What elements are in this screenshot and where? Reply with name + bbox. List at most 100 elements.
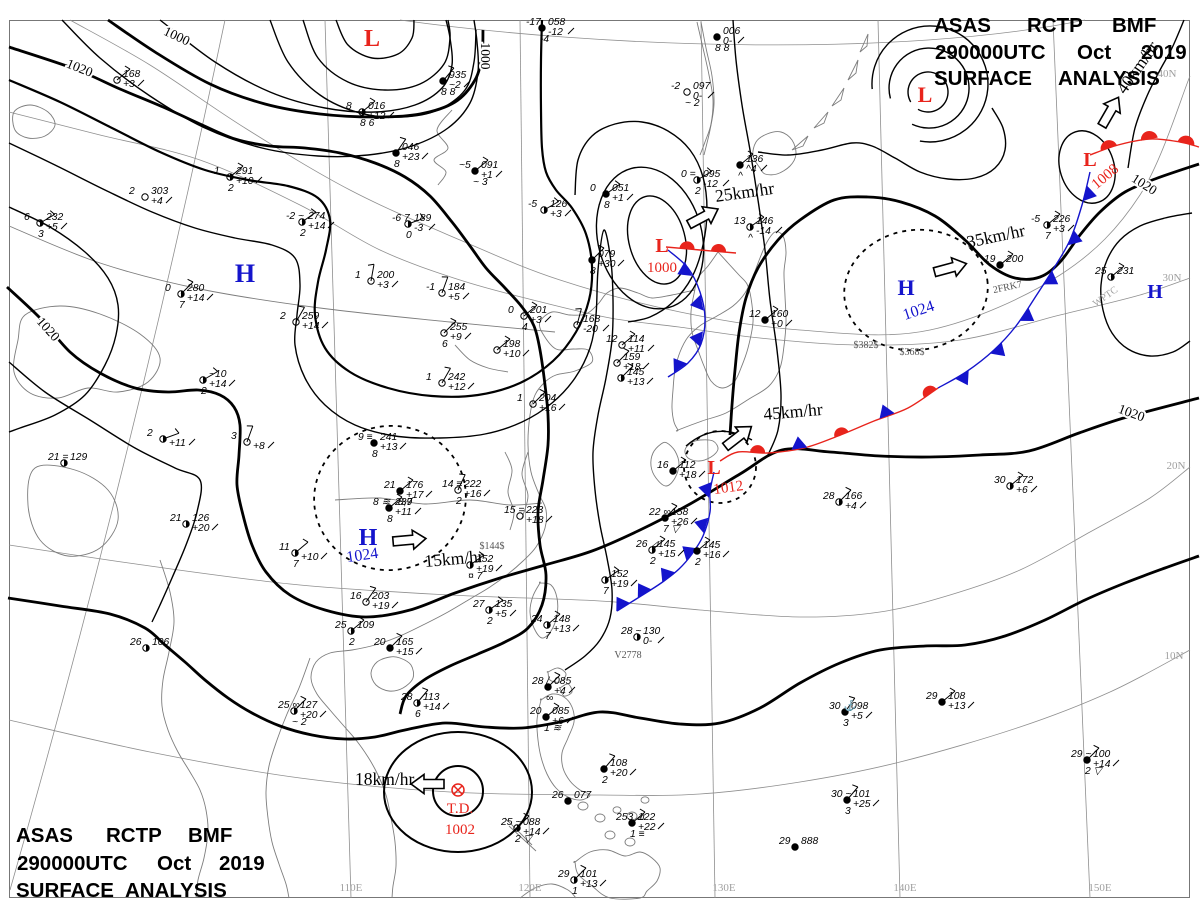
svg-text:+16: +16 [539, 403, 557, 414]
svg-text:+14: +14 [209, 379, 227, 390]
svg-text:0-: 0- [693, 91, 703, 102]
svg-text:20: 20 [529, 706, 542, 717]
svg-text:28 ~: 28 ~ [620, 626, 641, 637]
svg-text:+14: +14 [308, 221, 326, 232]
svg-text:166: 166 [845, 491, 862, 502]
svg-text:2: 2 [694, 557, 701, 568]
svg-text:1: 1 [214, 166, 220, 177]
svg-text:$368$: $368$ [900, 347, 925, 358]
svg-text:129: 129 [70, 452, 87, 463]
svg-text:14 ≡: 14 ≡ [442, 479, 462, 490]
svg-text:8: 8 [590, 266, 596, 277]
svg-text:0-: 0- [643, 636, 653, 647]
svg-text:+12: +12 [368, 111, 386, 122]
svg-text:18km/hr: 18km/hr [355, 769, 414, 789]
svg-text:+16: +16 [464, 489, 482, 500]
svg-text:-17: -17 [526, 17, 542, 28]
svg-text:280: 280 [186, 283, 204, 294]
svg-text:+25: +25 [853, 799, 871, 810]
svg-text:8,7: 8,7 [398, 497, 414, 508]
svg-text:303: 303 [151, 186, 168, 197]
svg-text:21: 21 [383, 480, 395, 491]
svg-text:1000: 1000 [647, 260, 677, 276]
svg-text:21: 21 [169, 513, 181, 524]
svg-text:+4: +4 [151, 196, 163, 207]
svg-text:189: 189 [414, 213, 431, 224]
svg-text:L: L [655, 235, 668, 257]
svg-text:-14: -14 [756, 226, 771, 237]
svg-text:3: 3 [845, 806, 851, 817]
svg-text:V2778: V2778 [614, 650, 641, 661]
svg-text:30N: 30N [1163, 272, 1182, 284]
svg-text:1020: 1020 [1129, 171, 1160, 198]
svg-text:26 ⊿: 26 ⊿ [635, 539, 659, 550]
svg-text:+8: +8 [253, 441, 265, 452]
svg-text:+13: +13 [380, 442, 398, 453]
svg-text:168: 168 [123, 69, 140, 80]
svg-text:-1: -1 [426, 282, 435, 293]
svg-text:0-: 0- [723, 36, 733, 47]
svg-text:+6: +6 [1016, 485, 1028, 496]
svg-text:126: 126 [192, 513, 209, 524]
svg-text:29: 29 [925, 691, 938, 702]
svg-text:+22: +22 [638, 822, 656, 833]
svg-text:+17: +17 [406, 490, 425, 501]
svg-text:29 ~: 29 ~ [1070, 749, 1091, 760]
svg-text:$382$: $382$ [854, 340, 879, 351]
svg-text:2: 2 [200, 386, 207, 397]
svg-text:11: 11 [279, 542, 290, 553]
svg-text:28 /: 28 / [531, 676, 550, 687]
svg-text:2: 2 [486, 616, 493, 627]
svg-text:16: 16 [350, 591, 362, 602]
svg-text:~ 3: ~ 3 [473, 177, 488, 188]
svg-text:+20: +20 [192, 523, 210, 534]
svg-text:∞: ∞ [546, 693, 553, 704]
svg-text:100: 100 [1093, 749, 1110, 760]
svg-text:+0: +0 [771, 319, 783, 330]
svg-text:7: 7 [179, 300, 186, 311]
svg-text:2: 2 [279, 311, 286, 322]
svg-text:26: 26 [129, 637, 142, 648]
svg-text:203: 203 [371, 591, 389, 602]
svg-text:7 ▽: 7 ▽ [663, 524, 682, 535]
svg-text:160: 160 [771, 309, 788, 320]
svg-text:1020: 1020 [64, 56, 95, 80]
svg-text:112: 112 [679, 460, 696, 471]
svg-text:101: 101 [580, 869, 597, 880]
svg-text:108: 108 [610, 758, 627, 769]
svg-text:26: 26 [551, 790, 564, 801]
svg-text:226: 226 [1052, 214, 1070, 225]
svg-text:8 8: 8 8 [441, 87, 456, 98]
svg-text:~10: ~10 [209, 369, 227, 380]
svg-text:198: 198 [503, 339, 520, 350]
svg-text:204: 204 [538, 393, 556, 404]
svg-text:30: 30 [994, 475, 1006, 486]
svg-text:29: 29 [778, 836, 791, 847]
svg-text:H: H [897, 275, 914, 300]
svg-text:~2: ~2 [449, 80, 461, 91]
svg-text:^: ^ [738, 171, 743, 182]
svg-text:200: 200 [376, 270, 394, 281]
svg-text:-5: -5 [1031, 214, 1040, 225]
svg-text:L: L [707, 457, 720, 479]
svg-text:12: 12 [606, 334, 618, 345]
svg-text:2: 2 [694, 186, 701, 197]
svg-text:184: 184 [448, 282, 465, 293]
svg-text:24: 24 [530, 614, 543, 625]
svg-text:+11: +11 [395, 507, 412, 518]
svg-text:140E: 140E [893, 882, 917, 894]
svg-text:+15: +15 [658, 549, 676, 560]
svg-text:148: 148 [553, 614, 570, 625]
svg-text:-12: -12 [703, 179, 718, 190]
svg-text:2: 2 [455, 496, 462, 507]
svg-text:-6 7: -6 7 [392, 213, 411, 224]
svg-text:-5: -5 [528, 199, 537, 210]
svg-text:19: 19 [984, 254, 996, 265]
svg-text:176: 176 [406, 480, 423, 491]
svg-text:110E: 110E [340, 882, 363, 894]
svg-text:^: ^ [748, 233, 753, 244]
svg-text:274: 274 [307, 211, 325, 222]
svg-text:+3: +3 [530, 315, 542, 326]
svg-text:H: H [235, 259, 255, 288]
svg-text:+13: +13 [948, 701, 966, 712]
